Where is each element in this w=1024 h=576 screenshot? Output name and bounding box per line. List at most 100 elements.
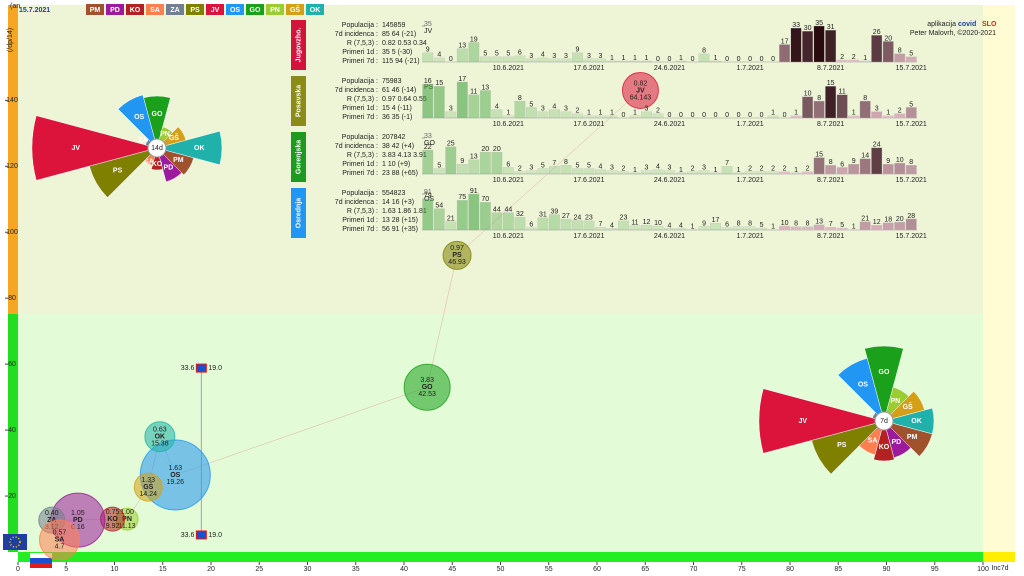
bar (537, 57, 549, 63)
y-tick-label: 20 (8, 493, 16, 500)
bar (859, 158, 871, 175)
bar-value: 3 (610, 165, 614, 172)
bar-value: 0 (783, 112, 787, 119)
bar (836, 59, 848, 63)
bar-value: 6 (725, 221, 729, 228)
date-label: 10.6.2021 (493, 233, 524, 240)
bar-value: 4 (656, 163, 660, 170)
bar (767, 171, 779, 175)
bar-value: 17 (458, 76, 466, 83)
bar (583, 115, 595, 119)
panel-label: Osrednja (295, 198, 302, 228)
bar-value: 10 (804, 91, 812, 98)
rose-label: OK (194, 145, 205, 152)
bar-value: 8 (564, 159, 568, 166)
bar-value: 75 (458, 194, 466, 201)
strip-orange (8, 5, 18, 314)
stat-label: R (7,5,3) : (347, 96, 378, 103)
date-label: 17.6.2021 (573, 121, 604, 128)
bar-value: 0 (714, 112, 718, 119)
bar-value: 0 (737, 112, 741, 119)
panel-label-box (291, 76, 306, 126)
bubble (621, 71, 659, 109)
x-tick-label: 40 (400, 566, 408, 573)
bar (456, 81, 468, 119)
bubble-inc: 15.38 (151, 441, 169, 448)
legend-label: PS (190, 7, 200, 14)
bar (859, 60, 871, 63)
x-tick-label: 55 (545, 566, 553, 573)
bar (882, 222, 894, 231)
bar (756, 227, 767, 231)
bubble-r: 0.40 (45, 510, 59, 517)
bar-value: 44 (493, 206, 501, 213)
eu-stars (9, 536, 21, 548)
bar (859, 100, 871, 119)
stat-label: Populacija : (342, 22, 378, 29)
x-tick-label: 45 (448, 566, 456, 573)
bar (813, 100, 825, 119)
panel-label-box (291, 132, 306, 182)
date-label: 1.7.2021 (736, 177, 763, 184)
rose-wedge (758, 388, 885, 454)
bar (733, 226, 744, 231)
bar (756, 171, 767, 175)
bar-value: 13 (815, 219, 823, 226)
bar-value: 20 (896, 216, 904, 223)
panel-label-box (291, 20, 306, 70)
bar-value: 0 (725, 56, 729, 63)
bubble-inc: 6.16 (71, 524, 85, 531)
bar-value: 3 (529, 165, 533, 172)
bar (422, 83, 434, 119)
bar (848, 59, 860, 63)
rose-label: JV (71, 145, 80, 152)
stat-value: 23 88 (+65) (382, 170, 418, 177)
x-axis-label: Inc7d (991, 565, 1008, 572)
bar-value: 4 (437, 52, 441, 59)
bar-value: 3 (668, 165, 672, 172)
stat-label: Populacija : (342, 190, 378, 197)
date-label: 24.6.2021 (654, 121, 685, 128)
bar (825, 227, 837, 231)
bar (422, 52, 434, 63)
bar-value: 17 (781, 38, 789, 45)
bar-value: 1 (771, 110, 775, 117)
bubble-r: 1.33 (141, 477, 155, 484)
bubble-r: 0.82 (634, 80, 648, 87)
bar (525, 58, 537, 63)
bar (894, 113, 906, 119)
bar-value: 3 (552, 53, 556, 60)
bar (698, 226, 710, 231)
legend-chip (226, 4, 244, 15)
bar (502, 212, 514, 231)
bar-value: 0 (668, 56, 672, 63)
bar-value: 1 (587, 110, 591, 117)
x-tick-label: 25 (255, 566, 263, 573)
bubble-inc: 19.26 (167, 479, 185, 486)
rose-label: SA (144, 159, 154, 166)
bar (664, 228, 675, 231)
bar (894, 221, 906, 231)
bar-value: 0 (760, 56, 764, 63)
bar (433, 86, 445, 119)
bar (514, 55, 526, 63)
bar-value: 19 (470, 36, 478, 43)
x-tick-label: 15 (159, 566, 167, 573)
strip-bottom (18, 552, 983, 562)
bar (641, 170, 652, 175)
bubble-r: 1.05 (71, 510, 85, 517)
x-tick-label: 100 (977, 566, 989, 573)
y-tick-label: 40 (8, 427, 16, 434)
date-label: 17.6.2021 (573, 233, 604, 240)
bar-value: 4 (495, 103, 499, 110)
bubble-inc: 11.13 (119, 523, 136, 530)
bar-value: 5 (575, 162, 579, 169)
bar (606, 115, 618, 119)
bar (687, 171, 698, 175)
bar (848, 164, 860, 175)
bar-value: 13 (481, 84, 489, 91)
bar (595, 58, 606, 63)
bar (710, 172, 721, 175)
stat-value: 115 94 (-21) (382, 58, 420, 65)
stat-value: 1.63 1.86 1.81 (382, 208, 427, 215)
